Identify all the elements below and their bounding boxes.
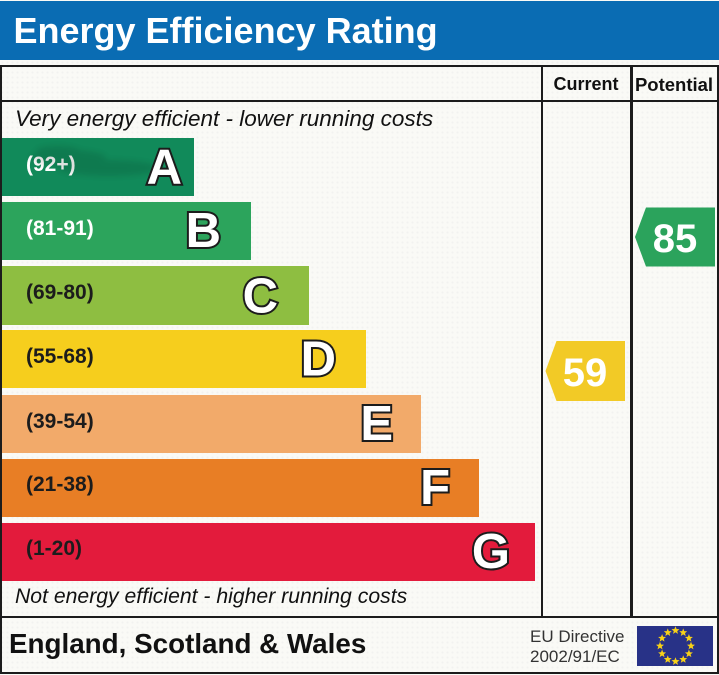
svg-text:G: G [472, 525, 510, 579]
svg-text:A: A [147, 141, 182, 195]
svg-text:59: 59 [563, 351, 608, 395]
svg-text:B: B [186, 204, 221, 258]
svg-text:E: E [360, 397, 393, 451]
svg-text:D: D [301, 333, 336, 387]
svg-text:F: F [420, 461, 450, 515]
svg-text:85: 85 [653, 217, 698, 261]
svg-text:C: C [243, 270, 278, 324]
